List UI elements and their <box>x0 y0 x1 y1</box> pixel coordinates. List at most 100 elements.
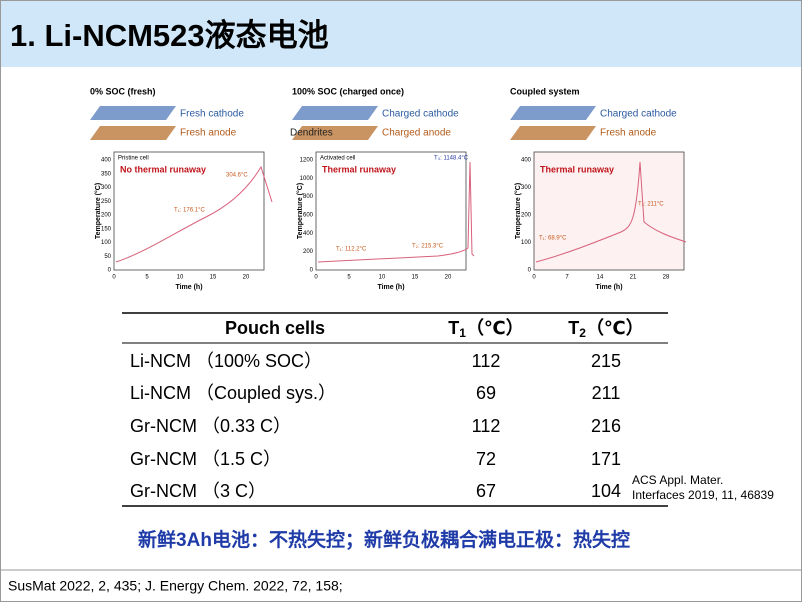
y-tick-label: 800 <box>303 194 314 200</box>
annotation: T₂: 211°C <box>638 202 664 208</box>
header-text: Pouch cells <box>225 318 325 338</box>
cathode-label: Charged cathode <box>600 109 677 120</box>
y-tick-label: 0 <box>108 268 112 274</box>
table-value: 215 <box>591 351 621 371</box>
footer: SusMat 2022, 2, 435; J. Energy Chem. 202… <box>8 578 343 594</box>
temperature-curve <box>535 161 687 263</box>
x-tick-label: 28 <box>663 275 670 281</box>
cell-label: Pristine cell <box>118 156 149 162</box>
annotation: T₁: 68.9°C <box>539 236 567 242</box>
table: Pouch cells T1（℃） T2（℃）Li-NCM （100% SOC） 11… <box>122 312 668 507</box>
y-tick-label: 200 <box>303 249 314 255</box>
y-axis-label: Temperature (°C) <box>296 183 304 239</box>
y-tick-label: 250 <box>101 199 112 205</box>
figures: 0% SOC (fresh) Fresh cathode Fresh anode 0 5… <box>90 86 687 291</box>
table-value: 104 <box>591 481 621 501</box>
y-tick-label: 300 <box>101 185 112 191</box>
row-label: Gr-NCM （1.5 C） <box>130 449 281 469</box>
row-label: Gr-NCM （0.33 C） <box>130 416 291 436</box>
cathode-layer <box>90 106 176 120</box>
figure-title: 0% SOC (fresh) <box>90 86 156 96</box>
x-axis-label: Time (h) <box>377 284 404 291</box>
y-tick-label: 400 <box>303 231 314 237</box>
x-tick-label: 0 <box>314 275 318 281</box>
header-unit: （℃） <box>586 318 644 338</box>
y-tick-label: 150 <box>101 226 112 232</box>
anode-layer <box>510 126 596 140</box>
annotation: T₁: 112.2°C <box>336 247 367 253</box>
plot-frame <box>113 151 265 271</box>
y-tick-label: 50 <box>104 254 111 260</box>
table-value: 171 <box>591 449 621 469</box>
status-label: Thermal runaway <box>322 164 396 174</box>
cathode-label: Charged cathode <box>382 109 459 120</box>
annotation: T₁: 176.1°C <box>174 208 205 214</box>
y-tick-label: 350 <box>101 171 112 177</box>
header-text: T <box>568 318 579 338</box>
x-tick-label: 7 <box>565 275 569 281</box>
figure-panel: 100% SOC (charged once) Charged cathode Ch… <box>290 86 475 291</box>
cell-label: Activated cell <box>320 156 355 162</box>
x-tick-label: 5 <box>347 275 351 281</box>
header-band <box>1 1 801 67</box>
dendrites-label: Dendrites <box>290 128 333 139</box>
y-tick-label: 100 <box>521 240 532 246</box>
anode-label: Fresh anode <box>180 128 237 139</box>
x-tick-label: 15 <box>412 275 419 281</box>
y-tick-label: 600 <box>303 213 314 219</box>
y-tick-label: 0 <box>310 268 314 274</box>
temperature-curve <box>115 165 273 263</box>
annotation: T₂: 215.3°C <box>412 244 444 250</box>
anode-layer <box>90 126 176 140</box>
annotation: T₃: 1148.4°C <box>434 156 469 162</box>
x-tick-label: 0 <box>532 275 536 281</box>
plot-frame <box>533 151 685 271</box>
y-tick-label: 200 <box>521 213 532 219</box>
column-header: T1（℃） <box>448 318 523 340</box>
y-tick-label: 400 <box>101 158 112 164</box>
x-tick-label: 10 <box>379 275 386 281</box>
figure-panel: Coupled system Charged cathode Fresh anode… <box>510 86 687 291</box>
table-value: 112 <box>472 351 501 371</box>
y-tick-label: 1200 <box>300 158 314 164</box>
status-label: No thermal runaway <box>120 164 206 174</box>
header-subscript: 2 <box>579 326 586 340</box>
plot-frame <box>315 151 467 271</box>
table-value: 216 <box>591 416 621 436</box>
figure-title: Coupled system <box>510 86 580 96</box>
y-tick-label: 100 <box>101 240 112 246</box>
y-axis-label: Temperature (°C) <box>94 183 102 239</box>
header-title: 1. Li-NCM523液态电池 <box>10 18 329 53</box>
header-text: T <box>448 318 459 338</box>
x-axis-label: Time (h) <box>595 284 622 291</box>
x-axis-label: Time (h) <box>175 284 202 291</box>
cathode-layer <box>292 106 378 120</box>
annotation: 304.6°C <box>226 173 248 179</box>
header-subscript: 1 <box>459 326 466 340</box>
figure-title: 100% SOC (charged once) <box>292 86 404 96</box>
x-tick-label: 15 <box>210 275 217 281</box>
column-header: Pouch cells <box>225 318 325 338</box>
x-tick-label: 21 <box>630 275 637 281</box>
x-tick-label: 14 <box>597 275 604 281</box>
cathode-label: Fresh cathode <box>180 109 244 120</box>
x-tick-label: 5 <box>145 275 149 281</box>
y-axis-label: Temperature (°C) <box>514 183 522 239</box>
column-header: T2（℃） <box>568 318 643 340</box>
status-label: Thermal runaway <box>540 164 614 174</box>
anode-layer <box>292 126 378 140</box>
header-unit: （℃） <box>466 318 524 338</box>
conclusion: 新鲜3Ah电池：不热失控；新鲜负极耦合满电正极：热失控 <box>138 528 630 551</box>
table-value: 67 <box>476 481 496 501</box>
y-tick-label: 300 <box>521 185 532 191</box>
table-value: 72 <box>476 449 496 469</box>
x-tick-label: 10 <box>177 275 184 281</box>
row-label: Gr-NCM （3 C） <box>130 481 266 501</box>
table-value: 211 <box>592 383 621 403</box>
citation: Interfaces 2019, 11, 46839 <box>632 488 774 502</box>
y-tick-label: 200 <box>101 213 112 219</box>
y-tick-label: 400 <box>521 158 532 164</box>
